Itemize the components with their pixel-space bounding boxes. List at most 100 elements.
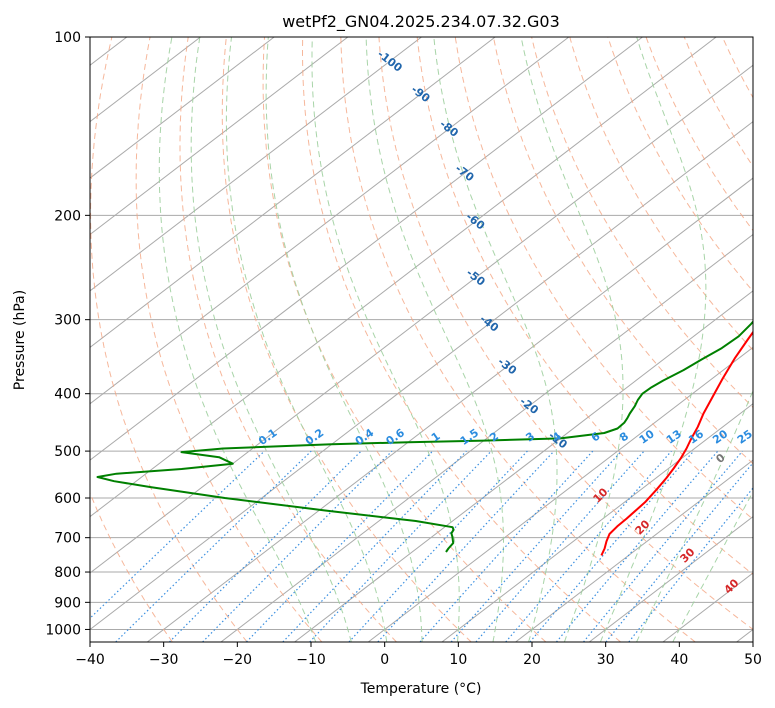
mixing-ratio-label: 20 (710, 427, 730, 447)
x-tick-label: −30 (149, 652, 179, 668)
warm-label: 30 (678, 545, 698, 565)
dry-adiabat (645, 37, 753, 232)
dry-adiabat (179, 37, 397, 642)
moist-adiabat (636, 389, 753, 642)
isotherm-label: -40 (477, 312, 501, 335)
dry-adiabat (221, 37, 472, 642)
temperature-profile (600, 330, 753, 556)
zero-label: 0 (713, 451, 727, 466)
dry-adiabat (454, 37, 753, 520)
dry-adiabat (135, 37, 323, 642)
y-tick-label: 300 (54, 313, 81, 329)
mixing-ratio-line (475, 450, 645, 642)
isotherm-label: -80 (437, 117, 461, 140)
mixing-ratio-label: 0.1 (256, 426, 279, 448)
x-tick-label: 0 (380, 652, 389, 668)
mixing-ratio-label: 1.5 (458, 426, 481, 448)
isotherm-line (220, 233, 753, 642)
mixing-ratio-line (90, 450, 265, 620)
isotherm-line (90, 121, 753, 631)
isotherm-label: -60 (463, 210, 487, 233)
mixing-ratio-line (309, 450, 492, 642)
y-tick-label: 800 (54, 565, 81, 581)
mixing-ratio-line (419, 450, 594, 642)
warm-label: 10 (591, 485, 611, 505)
y-tick-label: 600 (54, 491, 81, 507)
mixing-ratio-line (605, 462, 753, 642)
moist-adiabat (265, 37, 423, 642)
mixing-ratio-line (245, 450, 434, 642)
mixing-ratio-label: 0.6 (384, 426, 408, 448)
moist-adiabat (365, 37, 504, 642)
x-tick-label: −20 (223, 652, 253, 668)
isotherm-label: -20 (517, 395, 541, 418)
isotherm-label: -100 (375, 48, 405, 75)
mixing-ratio-label: 10 (637, 427, 657, 447)
isotherm-line (588, 515, 753, 642)
mixing-ratio-label: 3 (523, 430, 537, 445)
isotherm-line (90, 37, 643, 461)
isotherm-line (90, 37, 717, 518)
mixing-ratio-line (555, 450, 719, 642)
dry-adiabat (607, 37, 753, 293)
isotherm-line (90, 37, 275, 179)
plot-frame (89, 36, 754, 643)
dry-adiabat (416, 37, 753, 576)
moist-adiabat (599, 37, 707, 642)
mixing-ratio-line (115, 450, 312, 642)
x-tick-label: 50 (744, 652, 762, 668)
x-tick-label: 40 (670, 652, 688, 668)
dry-adiabat (90, 37, 248, 642)
warm-label: 40 (722, 576, 742, 596)
isotherm-line (90, 37, 570, 405)
mixing-ratio-label: 13 (664, 427, 684, 446)
moist-adiabat (190, 37, 352, 642)
y-tick-label: 100 (54, 30, 81, 46)
dry-adiabat (493, 37, 753, 465)
mixing-ratio-line (348, 450, 528, 642)
chart-title: wetPf2_GN04.2025.234.07.32.G03 (282, 12, 560, 32)
dewpoint-profile (96, 320, 753, 553)
moist-adiabat (158, 37, 317, 642)
isotherm-line (441, 403, 753, 642)
isotherm-label: -50 (464, 266, 488, 289)
warm-label: 20 (633, 517, 653, 537)
y-axis-label: Pressure (hPa) (12, 290, 28, 390)
dry-adiabat (531, 37, 753, 409)
y-tick-label: 200 (54, 208, 81, 224)
isotherm-line (90, 37, 349, 236)
isotherm-line (515, 459, 753, 642)
moist-adiabat (311, 37, 460, 642)
y-tick-label: 900 (54, 595, 81, 611)
moist-adiabat (520, 37, 624, 642)
isotherm-label: -90 (409, 83, 433, 106)
isotherm-line (294, 290, 753, 642)
mixing-ratio-line (450, 450, 622, 642)
dry-adiabat (90, 491, 173, 642)
dry-adiabat (569, 37, 753, 351)
dry-adiabat (340, 37, 696, 642)
isotherm-line (146, 177, 753, 642)
isotherm-line (367, 346, 753, 642)
x-tick-label: −40 (75, 652, 105, 668)
dry-adiabat (683, 37, 753, 168)
mixing-ratio-label: 30 (755, 427, 775, 447)
x-tick-label: −10 (296, 652, 326, 668)
y-tick-label: 1000 (45, 622, 81, 638)
dry-adiabat (761, 37, 775, 642)
mixing-ratio-line (583, 450, 743, 642)
mixing-ratio-line (282, 450, 467, 642)
moist-adiabat (225, 37, 388, 642)
isotherm-line (90, 37, 422, 292)
y-tick-label: 700 (54, 531, 81, 547)
dry-adiabat (302, 37, 621, 642)
dry-adiabat (378, 37, 753, 631)
x-tick-label: 30 (597, 652, 615, 668)
mixing-ratio-line (202, 450, 393, 642)
isotherm-line (90, 64, 753, 574)
mixing-ratio-label: 25 (735, 427, 755, 446)
isotherm-label: -70 (453, 162, 477, 185)
moist-adiabat (433, 37, 558, 642)
mixing-ratio-line (529, 450, 695, 642)
